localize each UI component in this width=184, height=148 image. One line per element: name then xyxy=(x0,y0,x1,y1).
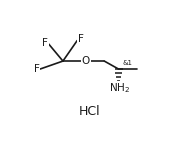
Text: F: F xyxy=(78,34,84,44)
Text: O: O xyxy=(82,56,90,66)
Text: F: F xyxy=(34,64,40,74)
Text: HCl: HCl xyxy=(79,105,101,118)
Text: NH$_2$: NH$_2$ xyxy=(109,82,130,95)
Text: F: F xyxy=(42,38,48,48)
Text: &1: &1 xyxy=(123,60,133,66)
